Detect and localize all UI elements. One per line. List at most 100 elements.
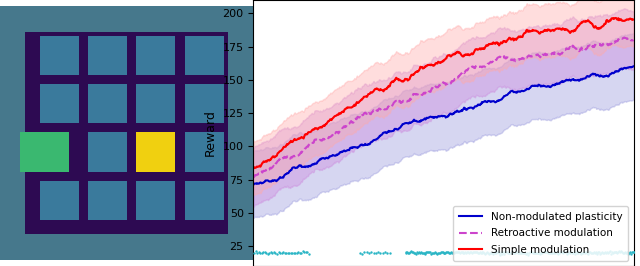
Point xyxy=(359,250,369,254)
Point xyxy=(364,251,374,255)
Point xyxy=(621,251,631,255)
Point xyxy=(492,250,502,254)
Point xyxy=(534,251,544,255)
Point xyxy=(552,251,563,256)
Point xyxy=(517,251,527,255)
Point xyxy=(444,251,454,255)
Simple modulation xyxy=(422,65,429,68)
Point xyxy=(565,251,575,255)
Point xyxy=(524,251,534,255)
Point xyxy=(385,251,395,255)
Point xyxy=(458,250,468,255)
Point xyxy=(532,251,542,255)
Point xyxy=(536,251,547,255)
Point xyxy=(602,250,612,254)
Point xyxy=(573,251,584,255)
Point xyxy=(526,250,536,254)
Point xyxy=(301,250,311,255)
Point xyxy=(628,250,639,254)
Point xyxy=(357,252,367,256)
Point xyxy=(287,251,298,255)
Point xyxy=(448,250,458,254)
Point xyxy=(409,251,419,255)
Point xyxy=(412,250,422,254)
Point xyxy=(521,252,531,256)
Point xyxy=(504,251,514,255)
Point xyxy=(556,250,566,254)
Point xyxy=(591,250,601,254)
Point xyxy=(290,251,300,255)
Point xyxy=(427,251,437,255)
Point xyxy=(593,250,604,254)
Point xyxy=(572,251,582,255)
Point xyxy=(462,250,472,254)
Simple modulation xyxy=(504,39,511,42)
Point xyxy=(415,251,425,256)
Point xyxy=(355,251,365,255)
Simple modulation xyxy=(250,167,257,170)
Point xyxy=(556,250,566,255)
Point xyxy=(505,251,515,255)
Point xyxy=(273,250,284,254)
Point xyxy=(598,251,608,255)
Point xyxy=(589,251,600,255)
Point xyxy=(454,251,465,256)
Point xyxy=(440,251,451,255)
Point xyxy=(582,251,592,255)
Point xyxy=(467,251,477,256)
Legend: Non-modulated plasticity, Retroactive modulation, Simple modulation: Non-modulated plasticity, Retroactive mo… xyxy=(453,206,628,261)
Point xyxy=(401,251,411,255)
Point xyxy=(472,251,483,255)
Non-modulated plasticity xyxy=(630,65,637,68)
Simple modulation xyxy=(474,48,481,51)
Point xyxy=(603,251,613,255)
Point xyxy=(252,250,262,255)
Point xyxy=(539,250,549,254)
Point xyxy=(470,250,480,254)
Point xyxy=(595,250,605,255)
Bar xyxy=(40,181,79,220)
Point xyxy=(438,250,448,254)
Bar xyxy=(88,132,127,172)
Retroactive modulation xyxy=(317,139,324,142)
Point xyxy=(441,250,451,255)
Point xyxy=(408,250,418,255)
Point xyxy=(426,252,436,256)
Point xyxy=(480,252,490,256)
Point xyxy=(468,250,478,254)
Point xyxy=(482,250,492,255)
Point xyxy=(546,251,556,255)
Bar xyxy=(20,132,69,172)
Bar xyxy=(40,84,79,123)
Point xyxy=(499,252,509,256)
Non-modulated plasticity xyxy=(250,183,257,186)
Point xyxy=(479,251,490,255)
Point xyxy=(537,251,547,255)
Point xyxy=(270,250,280,255)
Point xyxy=(552,251,562,255)
Point xyxy=(415,250,426,254)
Point xyxy=(487,251,497,255)
Point xyxy=(564,250,574,254)
Point xyxy=(548,251,558,255)
Point xyxy=(276,251,287,255)
Point xyxy=(624,251,634,255)
Point xyxy=(417,251,428,255)
Point xyxy=(554,251,564,255)
Point xyxy=(435,251,445,255)
Point xyxy=(472,250,482,254)
Point xyxy=(401,250,412,255)
Bar xyxy=(184,84,223,123)
Point xyxy=(493,250,503,254)
Point xyxy=(266,250,276,254)
Simple modulation xyxy=(317,126,324,129)
Point xyxy=(458,251,468,255)
Point xyxy=(476,251,486,255)
Point xyxy=(601,251,611,255)
Point xyxy=(260,250,270,254)
Point xyxy=(421,250,431,254)
Non-modulated plasticity xyxy=(348,147,355,150)
Point xyxy=(289,251,299,255)
Point xyxy=(516,250,527,254)
Point xyxy=(486,251,496,255)
